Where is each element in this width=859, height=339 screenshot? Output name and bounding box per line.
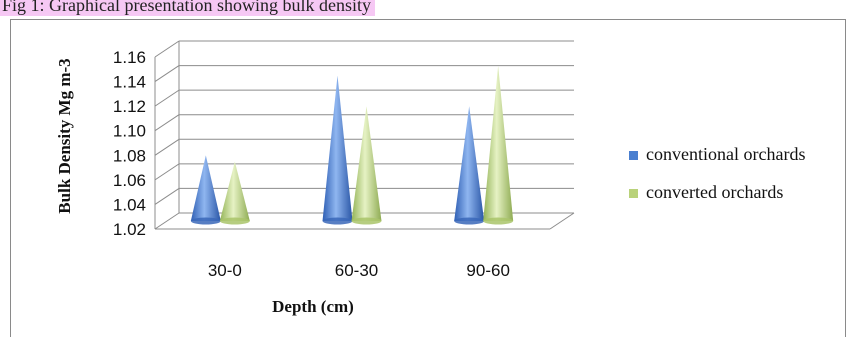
y-tick-label: 1.04 [113,195,146,214]
y-tick-label: 1.06 [113,171,146,190]
cone-base [219,217,250,225]
y-tick-label: 1.14 [113,73,146,92]
legend: conventional orchards converted orchards [629,144,805,202]
x-axis-title: Depth (cm) [272,297,354,316]
y-tick-label: 1.12 [113,97,146,116]
cone-conventional-orchards-30-0 [190,155,221,221]
cone-converted-orchards-60-30 [351,106,382,221]
legend-label: converted orchards [646,182,783,202]
legend-swatch [629,151,638,160]
y-tick-label: 1.02 [113,220,146,239]
cone-conventional-orchards-90-60 [454,106,485,221]
cone-base [322,217,353,225]
gridline-depth [154,163,180,181]
y-tick-label: 1.10 [113,122,146,141]
gridline-depth [154,212,180,230]
y-tick-label: 1.16 [113,48,146,67]
gridline-depth [154,65,180,82]
cone-base [483,217,514,225]
gridline-depth [154,114,180,132]
plot-area: 1.02 1.04 1.06 1.08 1.10 1.12 1.14 1.16 30-0 60-3… [113,40,575,280]
x-tick-label: 30-0 [208,261,242,280]
legend-label: conventional orchards [646,144,805,164]
cone-base [190,217,221,225]
floor-side-edge [549,212,575,230]
y-axis-title: Bulk Density Mg m-3 [55,58,74,213]
gridline-depth [154,138,180,156]
cone-converted-orchards-90-60 [483,65,514,221]
cone-base [454,217,485,225]
cone-conventional-orchards-60-30 [322,75,353,221]
legend-swatch [629,189,638,198]
chart-frame [10,19,846,337]
gridline-depth [154,40,180,58]
cone-base [351,217,382,225]
y-tick-label: 1.08 [113,146,146,165]
figure-caption: Fig 1: Graphical presentation showing bu… [0,0,375,16]
gridline-depth [154,188,180,205]
x-tick-label: 90-60 [466,261,509,280]
cone-converted-orchards-30-0 [219,161,250,221]
x-tick-label: 60-30 [335,261,378,280]
gridline-depth [154,89,180,107]
